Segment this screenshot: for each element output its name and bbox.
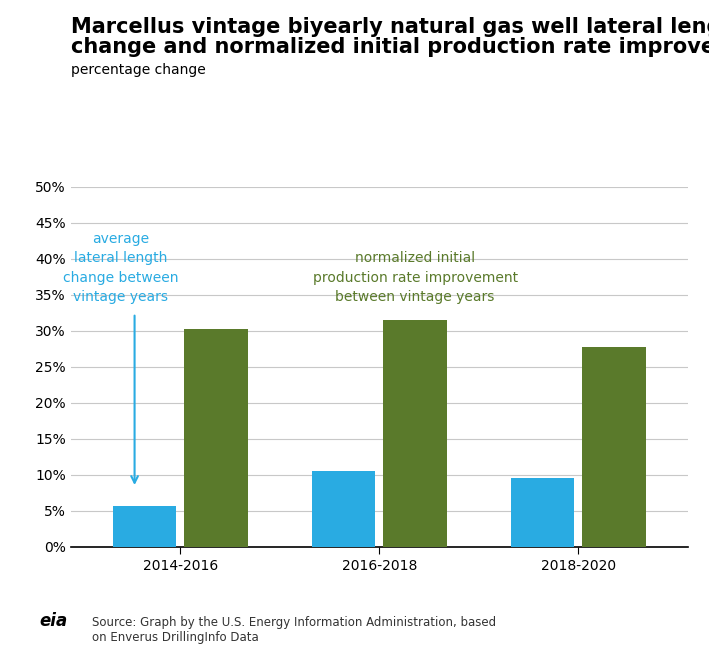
Text: eia: eia [39, 612, 67, 630]
Text: Marcellus vintage biyearly natural gas well lateral length: Marcellus vintage biyearly natural gas w… [71, 17, 709, 37]
Bar [113, 506, 177, 547]
Text: normalized initial
production rate improvement
between vintage years: normalized initial production rate impro… [313, 251, 518, 304]
Text: percentage change: percentage change [71, 63, 206, 77]
Bar [510, 478, 574, 547]
Bar [582, 347, 646, 547]
Bar [384, 320, 447, 547]
Bar [312, 471, 375, 547]
Text: change and normalized initial production rate improvement: change and normalized initial production… [71, 37, 709, 57]
Bar [184, 329, 248, 547]
Text: average
lateral length
change between
vintage years: average lateral length change between vi… [63, 231, 179, 304]
Text: Source: Graph by the U.S. Energy Information Administration, based
on Enverus Dr: Source: Graph by the U.S. Energy Informa… [92, 616, 496, 644]
